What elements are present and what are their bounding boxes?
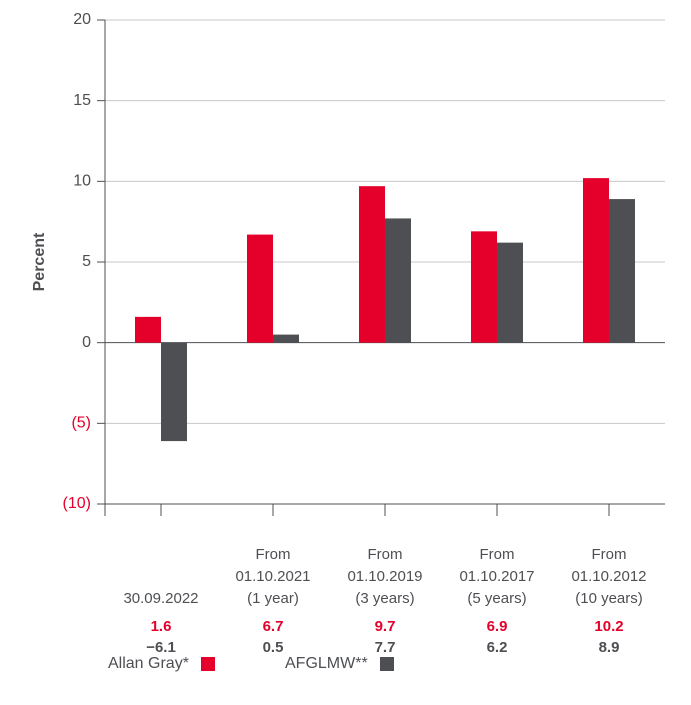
x-tick-label: From 01.10.2021 (1 year) [235,546,311,607]
y-tick-label: (10) [63,495,91,512]
bar [273,334,299,343]
value-label: 9.7 [374,618,396,635]
value-label: 0.5 [262,639,284,656]
value-label: 6.2 [486,639,508,656]
legend-item: Allan Gray* [108,655,215,673]
value-label: 1.6 [150,618,172,635]
bar [471,231,497,343]
x-tick-label: 30.09.2022 [123,590,199,607]
legend-label: Allan Gray* [108,655,189,672]
legend-swatch [200,657,215,671]
value-label: −6.1 [146,639,176,656]
bar [583,178,609,343]
y-tick-label: 10 [73,173,91,190]
bar [609,199,635,343]
bar [135,316,161,343]
value-label: 7.7 [374,639,396,656]
x-tick-label: From 01.10.2019 (3 years) [347,546,423,607]
legend-swatch [379,657,394,671]
value-label: 6.9 [486,618,508,635]
value-label: 10.2 [594,618,624,635]
y-tick-label: 0 [82,334,91,351]
legend-item: AFGLMW** [285,655,394,673]
bar [247,234,273,343]
x-tick-label: From 01.10.2017 (5 years) [459,546,535,607]
bar [359,186,385,343]
bar [497,242,523,343]
value-label: 8.9 [598,639,620,656]
y-tick-label: 15 [73,92,91,109]
x-tick-label: From 01.10.2012 (10 years) [571,546,647,607]
bar [161,342,187,442]
y-tick-label: (5) [71,415,91,432]
y-tick-label: 5 [82,253,91,270]
y-tick-label: 20 [73,11,91,28]
bar [385,218,411,343]
value-label: 6.7 [262,618,284,635]
y-axis-label: Percent [31,232,48,291]
legend-label: AFGLMW** [285,655,368,672]
